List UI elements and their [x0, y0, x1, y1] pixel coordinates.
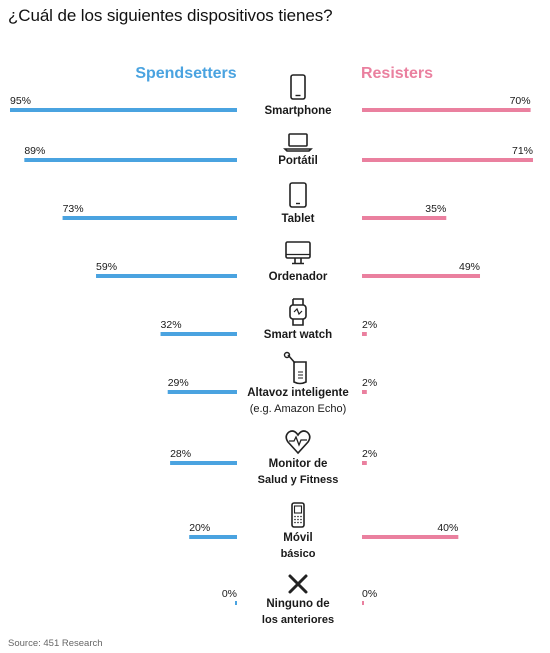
smartphone-icon [290, 74, 306, 100]
category-label: Monitor de [269, 458, 328, 470]
smart-speaker-icon [283, 351, 307, 385]
value-label-resisters: 0% [362, 588, 377, 600]
value-label-spendsetters: 29% [168, 377, 189, 389]
value-label-spendsetters: 0% [222, 588, 237, 600]
value-label-spendsetters: 95% [10, 95, 31, 107]
smartwatch-icon [289, 298, 307, 326]
value-label-resisters: 71% [512, 145, 533, 157]
monitor-icon [285, 241, 311, 265]
bar-resisters [362, 601, 364, 605]
bar-spendsetters [189, 535, 237, 539]
category-label: Salud y Fitness [258, 474, 339, 486]
bar-resisters [362, 274, 481, 278]
category-label: Altavoz inteligente [247, 387, 349, 399]
value-label-spendsetters: 73% [63, 203, 84, 215]
category-label: Ordenador [269, 271, 328, 283]
category-label: los anteriores [262, 614, 334, 626]
value-label-resisters: 2% [362, 377, 377, 389]
tablet-icon [289, 182, 307, 208]
category-label: Smart watch [264, 329, 332, 341]
bar-resisters [362, 461, 367, 465]
value-label-spendsetters: 89% [24, 145, 45, 157]
value-label-spendsetters: 28% [170, 448, 191, 460]
basic-phone-icon [291, 502, 305, 528]
bar-spendsetters [167, 390, 237, 394]
bar-resisters [362, 332, 367, 336]
category-label: Ninguno de [266, 598, 329, 610]
value-label-resisters: 70% [510, 95, 531, 107]
heart-pulse-icon [285, 430, 311, 455]
value-label-resisters: 40% [437, 522, 458, 534]
legend-resisters: Resisters [361, 65, 433, 82]
category-label: (e.g. Amazon Echo) [250, 403, 347, 415]
value-label-resisters: 49% [459, 261, 480, 273]
cross-icon [288, 574, 308, 594]
value-label-resisters: 2% [362, 448, 377, 460]
value-label-spendsetters: 20% [189, 522, 210, 534]
bar-spendsetters [62, 216, 237, 220]
value-label-resisters: 2% [362, 319, 377, 331]
bar-spendsetters [24, 158, 238, 162]
bar-resisters [362, 158, 533, 162]
category-label: Smartphone [264, 105, 331, 117]
bar-spendsetters [10, 108, 237, 112]
laptop-icon [283, 133, 313, 152]
bar-resisters [362, 108, 531, 112]
category-label: Móvil [283, 532, 312, 544]
chart-title: ¿Cuál de los siguientes dispositivos tie… [8, 6, 333, 25]
category-label: Tablet [281, 213, 314, 225]
source-note: Source: 451 Research [8, 638, 103, 649]
value-label-spendsetters: 59% [96, 261, 117, 273]
category-label: básico [281, 548, 316, 560]
bar-resisters [362, 535, 459, 539]
bar-resisters [362, 390, 367, 394]
value-label-spendsetters: 32% [161, 319, 182, 331]
bar-spendsetters [170, 461, 237, 465]
bar-resisters [362, 216, 447, 220]
value-label-resisters: 35% [425, 203, 446, 215]
bar-spendsetters [160, 332, 237, 336]
category-label: Portátil [278, 155, 318, 167]
bar-spendsetters [96, 274, 237, 278]
bar-spendsetters [235, 601, 237, 605]
legend-spendsetters: Spendsetters [135, 65, 236, 82]
